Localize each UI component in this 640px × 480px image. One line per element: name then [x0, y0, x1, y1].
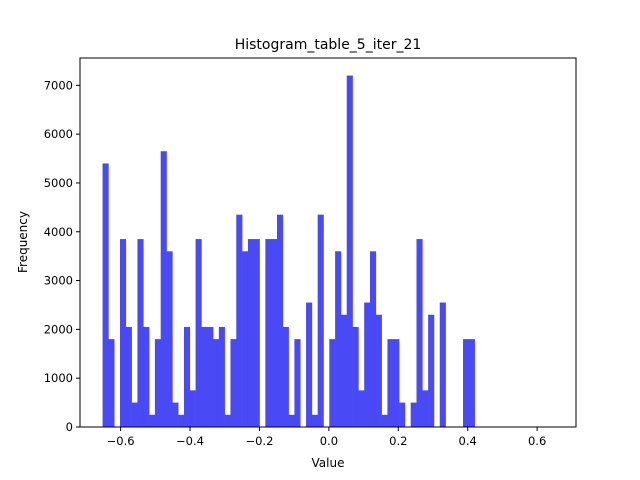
- histogram-bar: [207, 326, 214, 427]
- y-axis-label: Frequency: [16, 211, 30, 273]
- histogram-bar: [340, 314, 348, 427]
- histogram-bar: [335, 251, 342, 427]
- histogram-bar: [370, 251, 377, 427]
- histogram-bar: [131, 402, 138, 427]
- x-tick-label: −0.6: [107, 434, 135, 448]
- histogram-bar: [393, 339, 400, 427]
- histogram-bar: [276, 214, 284, 427]
- histogram-bar: [271, 239, 278, 427]
- histogram-bar: [288, 414, 295, 427]
- histogram-bar: [143, 326, 150, 427]
- histogram-bar: [224, 414, 231, 427]
- histogram-bar: [364, 302, 371, 427]
- histogram-bars: [102, 75, 475, 428]
- histogram-bar: [213, 339, 220, 427]
- histogram-bar: [346, 75, 353, 427]
- histogram-bar: [463, 339, 470, 427]
- x-tick-label: −0.2: [245, 434, 273, 448]
- histogram-bar: [265, 239, 272, 427]
- histogram-bar: [166, 251, 173, 427]
- histogram-bar: [253, 239, 260, 427]
- histogram-bar: [247, 239, 255, 427]
- x-tick-label: 0.6: [528, 434, 546, 448]
- histogram-bar: [410, 402, 417, 427]
- histogram-bar: [160, 151, 167, 428]
- x-tick-label: 0.2: [389, 434, 407, 448]
- histogram-bar: [375, 314, 382, 427]
- histogram-bar: [230, 339, 237, 427]
- histogram-bar: [102, 163, 109, 427]
- histogram-bar: [306, 302, 313, 427]
- histogram-bar: [399, 402, 406, 427]
- histogram-bar: [439, 302, 446, 427]
- histogram-bar: [154, 339, 161, 427]
- plot-frame: [79, 57, 577, 428]
- histogram-bar: [317, 214, 324, 427]
- histogram-bar: [242, 251, 249, 427]
- y-tick-label: 7000: [44, 78, 73, 92]
- y-tick-label: 6000: [44, 127, 73, 141]
- histogram-bar: [352, 326, 359, 427]
- histogram-bar: [381, 414, 388, 427]
- histogram-bar: [422, 390, 429, 427]
- y-tick-label: 3000: [44, 274, 73, 288]
- histogram-bar: [311, 414, 318, 427]
- histogram-bar: [329, 339, 336, 427]
- histogram-bar: [172, 402, 179, 427]
- x-tick-label: 0.4: [459, 434, 477, 448]
- histogram-bar: [125, 326, 132, 427]
- histogram-bar: [428, 314, 435, 427]
- histogram-bar: [120, 239, 127, 427]
- x-tick-label: 0.0: [320, 434, 338, 448]
- histogram-bar: [149, 414, 156, 427]
- histogram-bar: [387, 339, 394, 427]
- histogram-bar: [236, 214, 243, 427]
- x-tick-label: −0.4: [176, 434, 204, 448]
- histogram-bar: [195, 239, 202, 427]
- histogram-bar: [108, 339, 115, 427]
- x-axis-label: Value: [312, 456, 345, 470]
- histogram-bar: [294, 339, 301, 427]
- histogram-bar: [468, 339, 475, 427]
- x-axis-ticks: −0.6 −0.4 −0.2 0.0 0.2 0.4 0.6: [107, 427, 546, 448]
- histogram-bar: [189, 390, 196, 427]
- y-tick-label: 1000: [44, 371, 73, 385]
- histogram-bar: [218, 326, 225, 427]
- histogram-bar: [416, 239, 423, 427]
- chart-title: Histogram_table_5_iter_21: [235, 37, 422, 53]
- histogram-bar: [201, 326, 208, 427]
- y-axis-ticks: 0 1000 2000 3000 4000 5000 6000 7000: [44, 78, 80, 434]
- histogram-bar: [358, 390, 365, 427]
- y-tick-label: 0: [66, 420, 73, 434]
- histogram-bar: [183, 326, 191, 427]
- histogram-bar: [282, 326, 289, 427]
- y-tick-label: 4000: [44, 225, 73, 239]
- y-tick-label: 2000: [44, 322, 73, 336]
- y-tick-label: 5000: [44, 176, 73, 190]
- histogram-bar: [137, 239, 144, 427]
- histogram-bar: [178, 414, 185, 427]
